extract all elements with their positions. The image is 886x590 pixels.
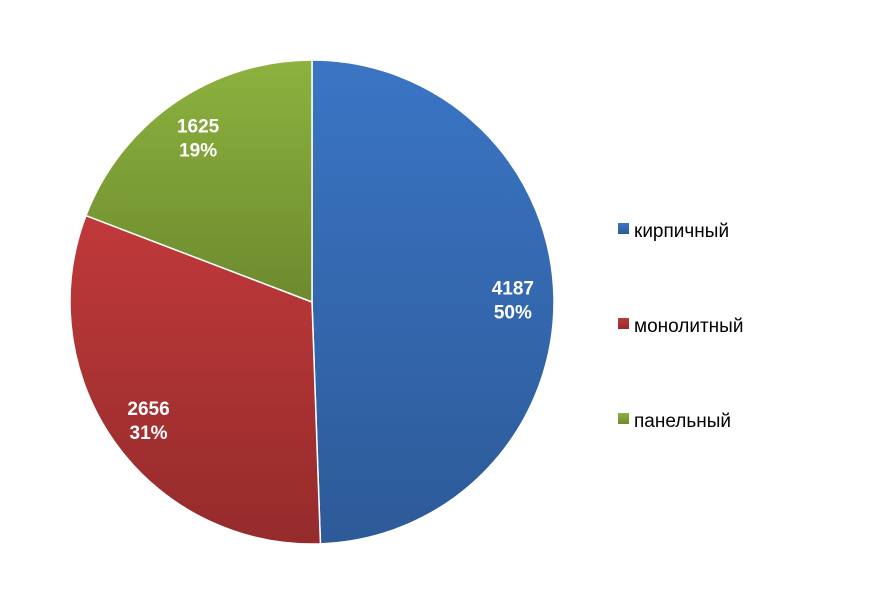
pie-slice-1 (311, 59, 555, 545)
data-label-value: 4187 (492, 278, 534, 299)
legend-swatch-3 (618, 413, 629, 424)
data-label-percent: 31% (130, 423, 168, 444)
legend-swatch-2 (618, 318, 629, 329)
legend-label: кирпичный (634, 221, 729, 242)
legend-swatch-1 (618, 223, 629, 234)
data-label-percent: 19% (179, 141, 217, 162)
legend-label: монолитный (634, 316, 743, 337)
legend-label: панельный (634, 411, 731, 432)
legend: кирпичный монолитный панельный (618, 221, 743, 432)
data-label-percent: 50% (494, 302, 532, 323)
data-label-value: 1625 (177, 117, 220, 138)
pie-slice-3 (84, 59, 313, 304)
data-label-value: 2656 (127, 399, 169, 420)
pie-slice-2 (69, 214, 322, 545)
